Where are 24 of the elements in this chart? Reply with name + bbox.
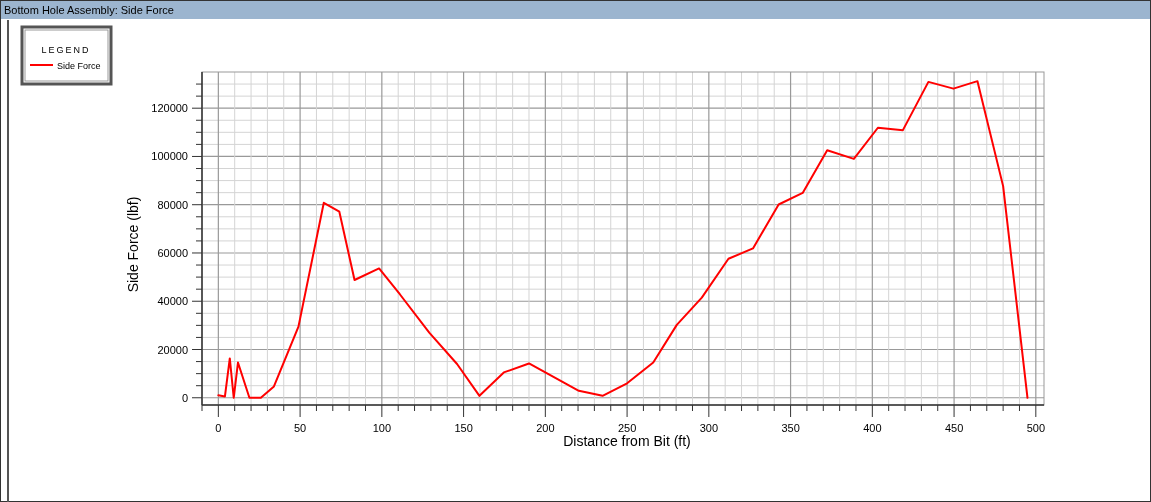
x-tick-label: 0 bbox=[215, 422, 222, 434]
x-axis-title: Distance from Bit (ft) bbox=[563, 433, 691, 449]
x-tick-label: 450 bbox=[944, 422, 964, 434]
y-tick-label: 60000 bbox=[157, 246, 188, 259]
x-tick-label: 150 bbox=[454, 422, 473, 434]
y-tick-label: 40000 bbox=[157, 295, 188, 308]
legend-title: LEGEND bbox=[41, 45, 91, 55]
y-tick-label: 100000 bbox=[151, 150, 188, 163]
legend-label: Side Force bbox=[57, 61, 101, 71]
y-tick-label: 20000 bbox=[157, 343, 188, 356]
x-tick-label: 400 bbox=[863, 422, 882, 434]
x-tick-label: 250 bbox=[617, 422, 637, 434]
y-tick-label: 0 bbox=[181, 391, 188, 404]
x-tick-label: 50 bbox=[293, 422, 307, 434]
x-tick-label: 100 bbox=[372, 422, 392, 434]
text: Bottom Hole Assembly: Side Force bbox=[4, 4, 174, 16]
y-axis-title: Side Force (lbf) bbox=[125, 196, 141, 293]
x-tick-label: 300 bbox=[699, 422, 719, 434]
x-tick-label: 200 bbox=[536, 422, 555, 434]
line-series bbox=[217, 80, 1029, 399]
x-tick-label: 500 bbox=[1026, 422, 1045, 434]
x-tick-label: 350 bbox=[781, 422, 800, 434]
y-tick-label: 120000 bbox=[151, 102, 188, 115]
y-tick-label: 80000 bbox=[157, 198, 188, 211]
